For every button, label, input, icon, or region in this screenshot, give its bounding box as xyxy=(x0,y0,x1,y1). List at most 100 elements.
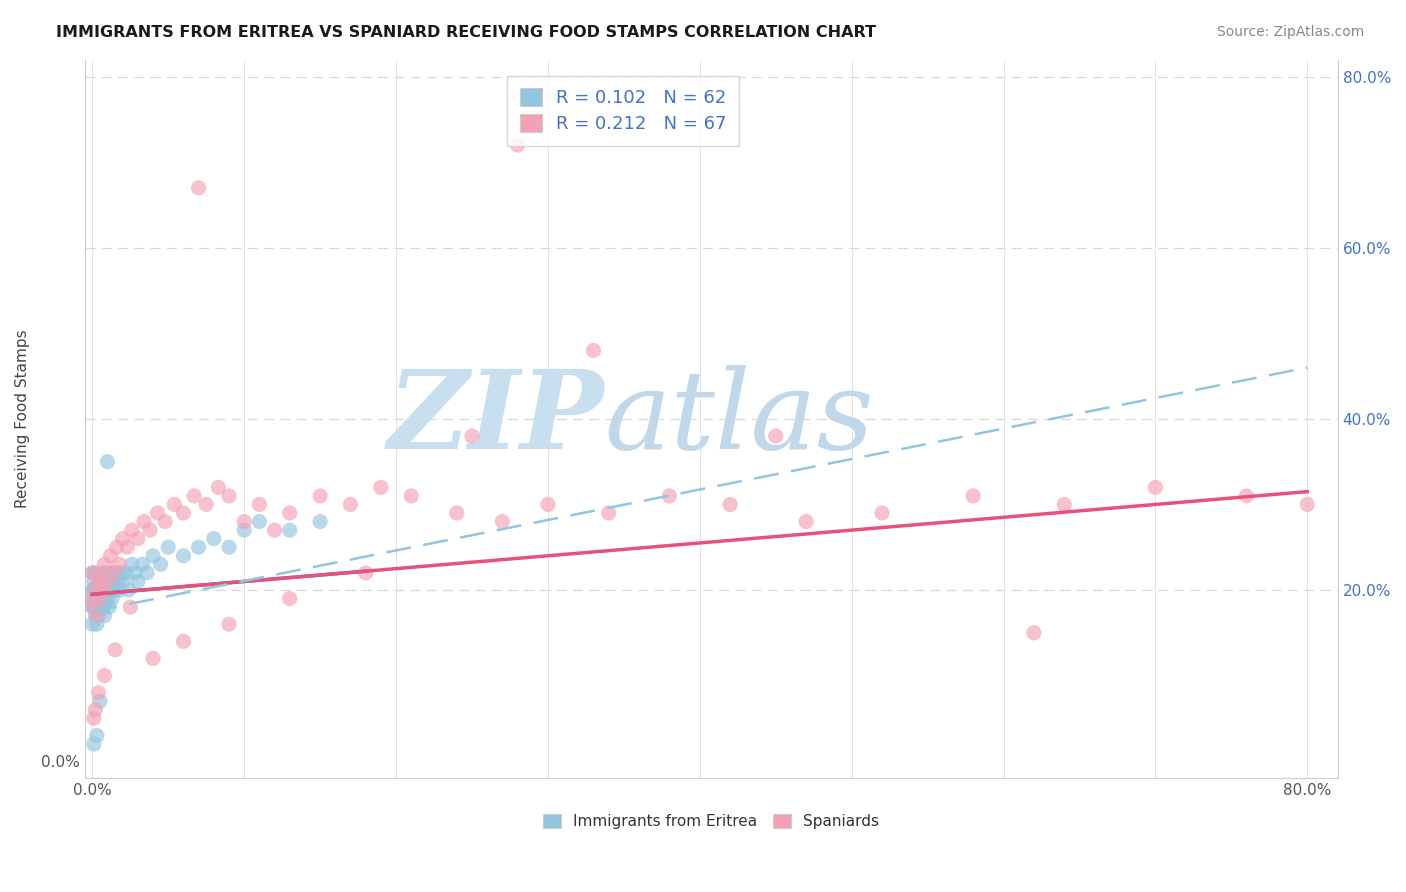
Point xyxy=(105,540,128,554)
Point xyxy=(107,574,129,589)
Point xyxy=(870,506,893,520)
Point xyxy=(90,574,112,589)
Point xyxy=(82,600,104,615)
Y-axis label: Receiving Food Stamps: Receiving Food Stamps xyxy=(15,330,30,508)
Point xyxy=(86,608,108,623)
Point xyxy=(84,608,107,623)
Point xyxy=(309,515,332,529)
Point xyxy=(658,489,681,503)
Point xyxy=(1144,480,1167,494)
Point xyxy=(118,582,141,597)
Text: ZIP: ZIP xyxy=(388,365,605,473)
Point xyxy=(94,582,117,597)
Point xyxy=(183,489,205,503)
Point xyxy=(139,523,162,537)
Point xyxy=(1236,489,1258,503)
Point xyxy=(93,558,115,572)
Point xyxy=(263,523,285,537)
Point xyxy=(370,480,392,494)
Point xyxy=(117,540,139,554)
Point xyxy=(146,506,169,520)
Point xyxy=(218,489,240,503)
Point xyxy=(962,489,984,503)
Point xyxy=(84,582,107,597)
Point xyxy=(83,574,105,589)
Point xyxy=(87,608,110,623)
Text: Source: ZipAtlas.com: Source: ZipAtlas.com xyxy=(1216,25,1364,39)
Point xyxy=(104,582,127,597)
Point xyxy=(93,668,115,682)
Legend: Immigrants from Eritrea, Spaniards: Immigrants from Eritrea, Spaniards xyxy=(537,807,886,835)
Point xyxy=(111,574,134,589)
Point xyxy=(87,574,110,589)
Point xyxy=(82,617,104,632)
Point xyxy=(98,600,121,615)
Point xyxy=(90,591,112,606)
Point xyxy=(491,515,513,529)
Point xyxy=(233,515,256,529)
Point xyxy=(91,600,114,615)
Point xyxy=(127,574,149,589)
Point xyxy=(718,498,741,512)
Point xyxy=(96,455,118,469)
Point xyxy=(108,582,131,597)
Point xyxy=(111,532,134,546)
Point xyxy=(187,181,209,195)
Point xyxy=(89,694,111,708)
Point xyxy=(105,566,128,580)
Point xyxy=(89,600,111,615)
Point xyxy=(149,558,172,572)
Point xyxy=(278,523,301,537)
Point xyxy=(157,540,180,554)
Point xyxy=(202,532,225,546)
Point xyxy=(87,686,110,700)
Point xyxy=(91,582,114,597)
Point xyxy=(506,138,529,153)
Point xyxy=(84,703,107,717)
Point xyxy=(82,566,104,580)
Point xyxy=(794,515,817,529)
Point xyxy=(82,566,104,580)
Point xyxy=(136,566,159,580)
Point xyxy=(89,582,111,597)
Point xyxy=(247,498,270,512)
Point xyxy=(446,506,468,520)
Point xyxy=(207,480,229,494)
Point xyxy=(121,558,143,572)
Point xyxy=(309,489,332,503)
Point xyxy=(89,591,111,606)
Point xyxy=(93,591,115,606)
Point xyxy=(142,651,165,665)
Point xyxy=(87,574,110,589)
Point xyxy=(91,582,114,597)
Text: IMMIGRANTS FROM ERITREA VS SPANIARD RECEIVING FOOD STAMPS CORRELATION CHART: IMMIGRANTS FROM ERITREA VS SPANIARD RECE… xyxy=(56,25,876,40)
Point xyxy=(354,566,377,580)
Point xyxy=(131,558,153,572)
Point xyxy=(172,634,194,648)
Point xyxy=(121,523,143,537)
Point xyxy=(132,515,155,529)
Point xyxy=(155,515,177,529)
Point xyxy=(82,591,104,606)
Point xyxy=(86,617,108,632)
Point xyxy=(86,600,108,615)
Point xyxy=(87,591,110,606)
Point xyxy=(163,498,186,512)
Point xyxy=(96,591,118,606)
Point xyxy=(104,643,127,657)
Point xyxy=(83,711,105,725)
Point xyxy=(278,506,301,520)
Point xyxy=(120,600,142,615)
Point xyxy=(218,617,240,632)
Point xyxy=(1022,625,1045,640)
Point xyxy=(187,540,209,554)
Point xyxy=(96,574,118,589)
Point xyxy=(108,558,131,572)
Point xyxy=(598,506,620,520)
Point xyxy=(101,591,124,606)
Point xyxy=(100,566,122,580)
Text: atlas: atlas xyxy=(605,365,875,473)
Point xyxy=(218,540,240,554)
Point xyxy=(172,506,194,520)
Point xyxy=(461,429,484,443)
